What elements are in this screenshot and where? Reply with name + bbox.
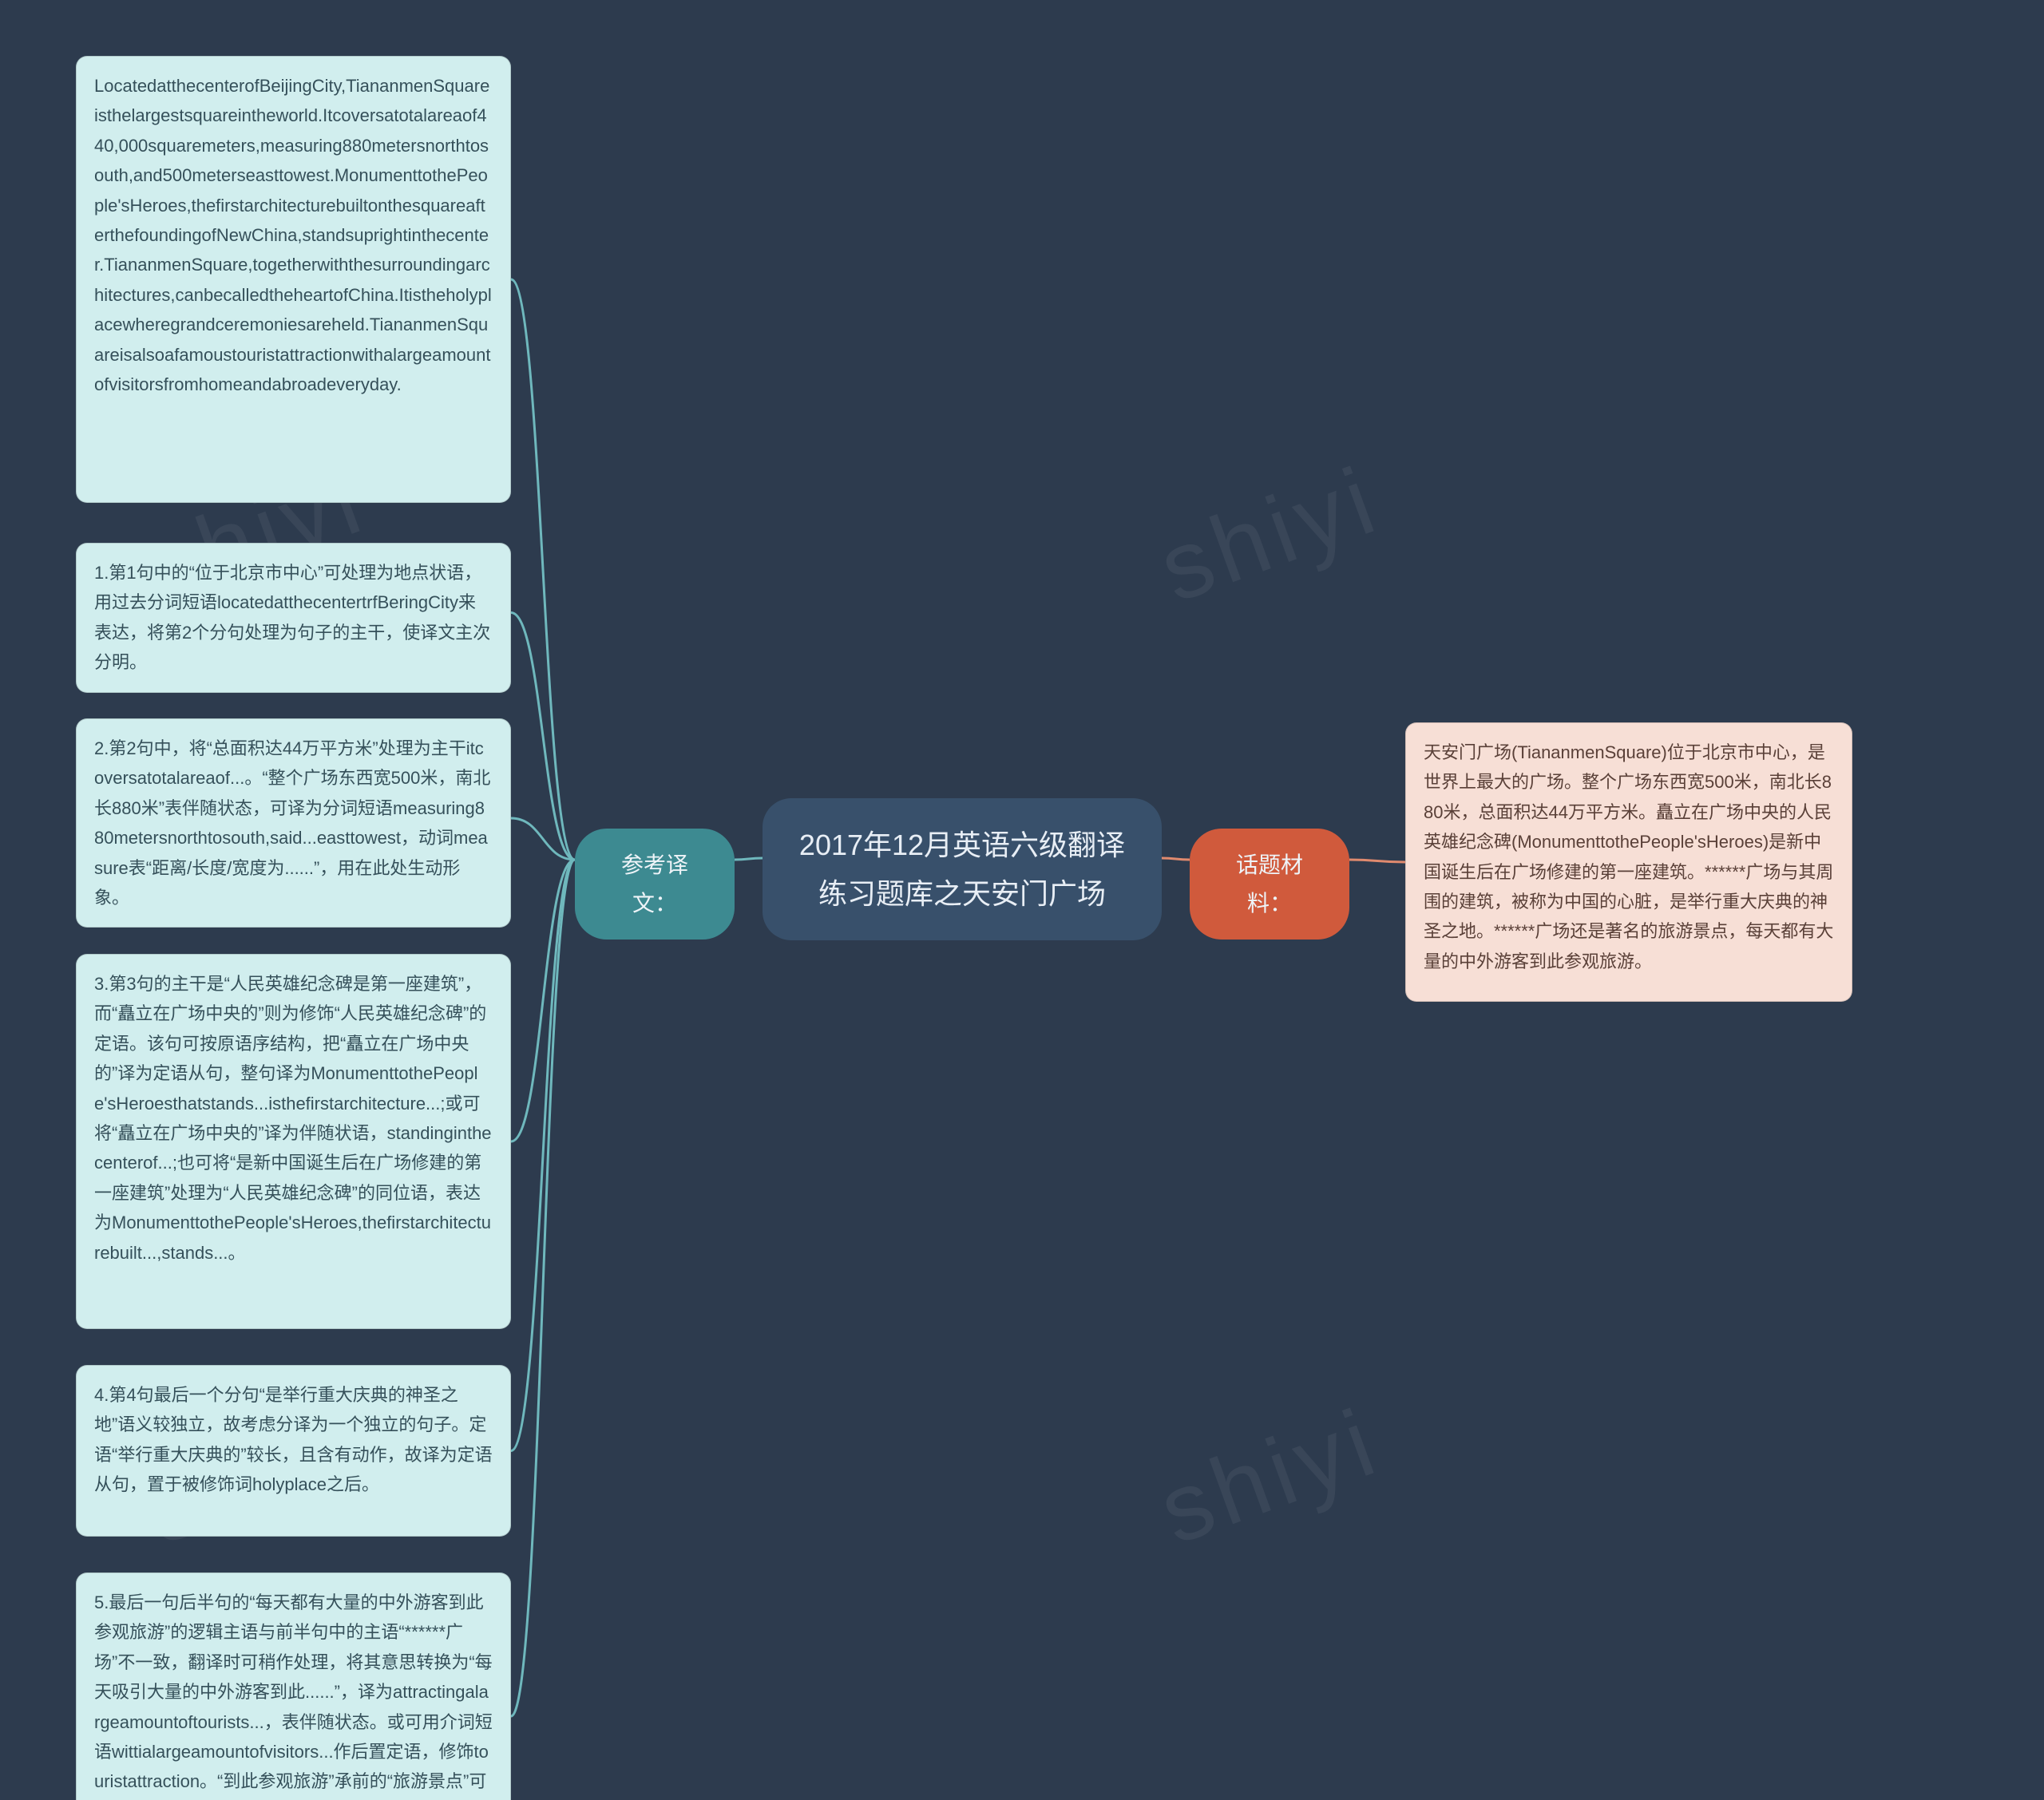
right-leaf-text: 天安门广场(TiananmenSquare)位于北京市中心，是世界上最大的广场。… [1424,742,1833,971]
left-leaf-text: 3.第3句的主干是“人民英雄纪念碑是第一座建筑”，而“矗立在广场中央的”则为修饰… [94,974,492,1263]
center-title-line1: 2017年12月英语六级翻译 [791,821,1133,869]
center-title-line2: 练习题库之天安门广场 [791,869,1133,918]
right-leaf-node: 天安门广场(TiananmenSquare)位于北京市中心，是世界上最大的广场。… [1405,722,1852,1002]
left-leaf-node: 2.第2句中，将“总面积达44万平方米”处理为主干itcoversatotala… [76,718,511,928]
left-leaf-node: 3.第3句的主干是“人民英雄纪念碑是第一座建筑”，而“矗立在广场中央的”则为修饰… [76,954,511,1329]
left-leaf-node: 4.第4句最后一个分句“是举行重大庆典的神圣之地”语义较独立，故考虑分译为一个独… [76,1365,511,1537]
left-leaf-text: 2.第2句中，将“总面积达44万平方米”处理为主干itcoversatotala… [94,738,490,908]
left-leaf-node: LocatedatthecenterofBeijingCity,Tiananme… [76,56,511,503]
left-leaf-text: LocatedatthecenterofBeijingCity,Tiananme… [94,76,492,394]
left-leaf-text: 5.最后一句后半句的“每天都有大量的中外游客到此参观旅游”的逻辑主语与前半句中的… [94,1592,493,1800]
left-leaf-node: 5.最后一句后半句的“每天都有大量的中外游客到此参观旅游”的逻辑主语与前半句中的… [76,1573,511,1800]
left-category-label: 参考译文： [621,853,688,916]
watermark: shiyi [1146,444,1393,623]
left-leaf-text: 4.第4句最后一个分句“是举行重大庆典的神圣之地”语义较独立，故考虑分译为一个独… [94,1385,493,1494]
left-category-node: 参考译文： [575,829,735,940]
watermark: shiyi [1146,1386,1393,1565]
left-leaf-text: 1.第1句中的“位于北京市中心”可处理为地点状语，用过去分词短语locateda… [94,563,490,672]
center-node: 2017年12月英语六级翻译 练习题库之天安门广场 [763,798,1162,940]
left-leaf-node: 1.第1句中的“位于北京市中心”可处理为地点状语，用过去分词短语locateda… [76,543,511,693]
right-category-label: 话题材料： [1236,853,1303,916]
right-category-node: 话题材料： [1190,829,1349,940]
